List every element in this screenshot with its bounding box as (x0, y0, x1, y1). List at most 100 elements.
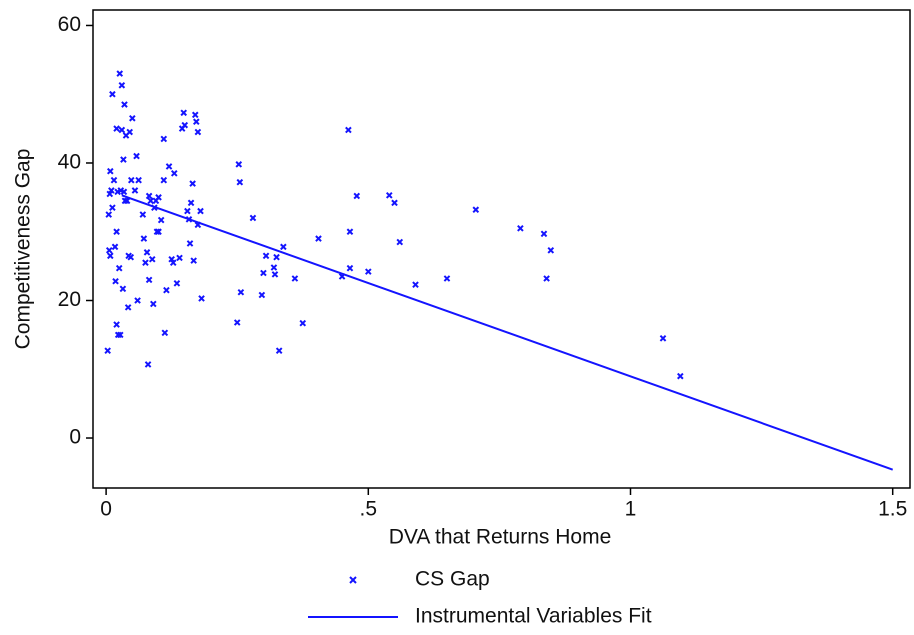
scatter-point (113, 321, 120, 328)
scatter-point (106, 167, 114, 175)
x-tick-label: 1 (625, 498, 637, 521)
scatter-point (291, 275, 299, 282)
scatter-point (127, 253, 135, 261)
scatter-point (198, 295, 205, 302)
scatter-point (299, 319, 307, 327)
scatter-point (142, 259, 149, 266)
scatter-point (181, 121, 189, 129)
scatter-point (143, 249, 151, 256)
scatter-point (133, 152, 140, 160)
scatter-point (547, 246, 555, 254)
scatter-point (118, 126, 126, 134)
scatter-point (345, 126, 352, 134)
scatter-point (192, 118, 200, 126)
scatter-point (161, 329, 169, 337)
scatter-point (116, 70, 124, 77)
scatter-point (120, 156, 127, 163)
scatter-point (110, 176, 118, 184)
scatter-point (135, 176, 142, 184)
scatter-point (346, 228, 354, 236)
scatter-point (148, 255, 156, 263)
scatter-point (180, 109, 188, 117)
scatter-point (163, 286, 170, 294)
scatter-point (170, 169, 178, 177)
y-tick-label: 0 (69, 426, 81, 449)
scatter-point (140, 235, 148, 242)
scatter-point (134, 297, 141, 304)
x-tick-label: 1.5 (878, 498, 907, 521)
scatter-point (113, 228, 120, 236)
scatter-point (197, 207, 204, 215)
scatter-point (364, 268, 372, 275)
x-axis-title: DVA that Returns Home (389, 526, 612, 549)
scatter-point (108, 187, 115, 194)
scatter-point (173, 280, 181, 287)
scatter-point (190, 257, 197, 264)
scatter-point (160, 176, 168, 184)
scatter-point (147, 197, 154, 205)
scatter-point (273, 253, 280, 261)
scatter-point (472, 206, 480, 214)
scatter-point (235, 161, 243, 168)
scatter-point (109, 204, 116, 211)
scatter-point (677, 372, 684, 380)
scatter-point (153, 228, 161, 236)
scatter-point (189, 180, 196, 187)
legend-label: Instrumental Variables Fit (415, 605, 652, 628)
scatter-point (144, 361, 152, 368)
scatter-point (169, 259, 177, 266)
scatter-point (184, 207, 191, 215)
scatter-point (543, 275, 550, 282)
scatter-point (145, 192, 153, 200)
y-tick-label: 60 (58, 13, 81, 36)
scatter-point (155, 194, 162, 201)
scatter-point (123, 197, 131, 205)
legend-swatch (349, 576, 357, 584)
scatter-point (149, 300, 157, 308)
scatter-point (155, 228, 162, 236)
scatter-point (160, 135, 168, 143)
scatter-point (443, 275, 451, 282)
scatter-point (191, 111, 199, 119)
scatter-point (105, 211, 113, 218)
scatter-point (176, 254, 183, 262)
scatter-point (109, 90, 116, 98)
scatter-point (346, 264, 354, 272)
scatter-point (391, 199, 398, 207)
scatter-point (168, 255, 175, 263)
scatter-point (540, 230, 548, 238)
y-tick-label: 40 (58, 151, 81, 174)
scatter-point (275, 347, 283, 354)
scatter-point (106, 252, 114, 260)
scatter-point (396, 238, 404, 246)
scatter-point (121, 101, 128, 108)
scatter-point (165, 163, 173, 170)
fit-line (121, 194, 894, 471)
scatter-point (112, 277, 119, 285)
scatter-point (517, 224, 524, 232)
scatter-point (315, 235, 322, 242)
scatter-point (111, 243, 119, 251)
scatter-point (127, 176, 135, 184)
scatter-point (104, 347, 111, 354)
scatter-point (105, 246, 113, 254)
scatter-point (385, 191, 393, 199)
scatter-point (260, 269, 267, 277)
scatter-point (126, 128, 134, 136)
scatter-point (145, 276, 153, 284)
scatter-point (118, 81, 126, 89)
x-tick-label: .5 (360, 498, 378, 521)
scatter-point (120, 188, 128, 196)
scatter-point (157, 216, 165, 224)
y-tick-label: 20 (58, 288, 81, 311)
scatter-point (119, 285, 127, 293)
scatter-point (270, 264, 278, 271)
scatter-point (236, 178, 244, 186)
scatter-point (353, 192, 361, 200)
x-tick-label: 0 (100, 498, 112, 521)
scatter-point (233, 319, 241, 326)
scatter-point (262, 252, 270, 260)
y-axis-title: Competitiveness Gap (12, 149, 35, 350)
scatter-point (271, 271, 279, 278)
